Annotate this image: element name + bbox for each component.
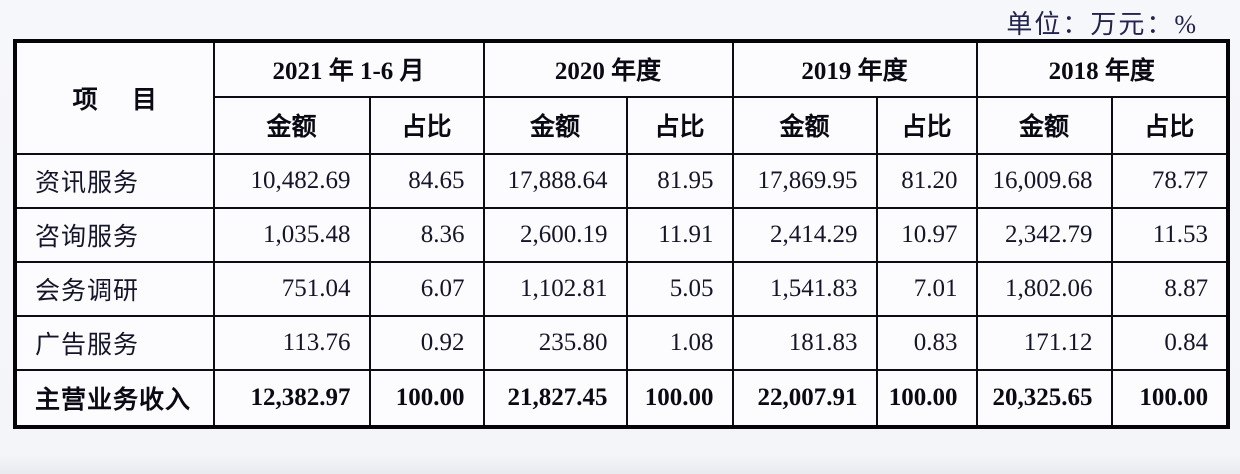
period-header-2019: 2019 年度 (731, 40, 978, 98)
amount-cell: 181.83 (731, 314, 878, 371)
table-row-advertising-services: 广告服务 113.76 0.92 235.80 1.08 181.83 0.83… (14, 314, 1229, 371)
table-row-total-main-revenue: 主营业务收入 12,382.97 100.00 21,827.45 100.00… (14, 368, 1229, 428)
amount-cell: 171.12 (975, 314, 1113, 371)
amount-cell: 1,802.06 (975, 260, 1113, 317)
amount-cell: 17,888.64 (482, 152, 628, 209)
amount-cell: 235.80 (482, 314, 628, 371)
ratio-cell: 11.91 (625, 206, 734, 263)
amount-cell: 2,342.79 (975, 206, 1113, 263)
ratio-cell: 8.36 (368, 206, 485, 263)
table-row-consulting-services: 咨询服务 1,035.48 8.36 2,600.19 11.91 2,414.… (14, 206, 1229, 263)
row-label: 广告服务 (14, 314, 215, 371)
ratio-cell: 81.95 (625, 152, 734, 209)
table-row-conference-research: 会务调研 751.04 6.07 1,102.81 5.05 1,541.83 … (14, 260, 1229, 317)
amount-cell: 10,482.69 (212, 152, 371, 209)
ratio-cell: 1.08 (625, 314, 734, 371)
row-label: 主营业务收入 (14, 368, 215, 428)
amount-cell: 20,325.65 (975, 368, 1113, 428)
ratio-cell: 100.00 (1110, 368, 1229, 428)
ratio-cell: 0.92 (368, 314, 485, 371)
amount-cell: 17,869.95 (731, 152, 878, 209)
ratio-cell: 6.07 (368, 260, 485, 317)
ratio-cell: 100.00 (625, 368, 734, 428)
item-column-header: 项 目 (14, 40, 215, 155)
ratio-cell: 81.20 (875, 152, 978, 209)
amount-cell: 1,035.48 (212, 206, 371, 263)
header-row-subcolumns: 金额 占比 金额 占比 金额 占比 金额 占比 (16, 95, 1229, 155)
amount-cell: 2,600.19 (482, 206, 628, 263)
amount-header-2019: 金额 (731, 95, 878, 155)
ratio-cell: 84.65 (368, 152, 485, 209)
amount-cell: 1,541.83 (731, 260, 878, 317)
amount-header-2021: 金额 (212, 95, 371, 155)
ratio-cell: 0.84 (1110, 314, 1229, 371)
amount-cell: 12,382.97 (212, 368, 371, 428)
table-row-information-services: 资讯服务 10,482.69 84.65 17,888.64 81.95 17,… (14, 152, 1229, 209)
ratio-cell: 78.77 (1110, 152, 1229, 209)
ratio-header-2020: 占比 (625, 95, 734, 155)
ratio-cell: 100.00 (368, 368, 485, 428)
period-header-2018: 2018 年度 (975, 40, 1229, 98)
amount-cell: 1,102.81 (482, 260, 628, 317)
ratio-header-2019: 占比 (875, 95, 978, 155)
row-label: 资讯服务 (14, 152, 215, 209)
amount-cell: 22,007.91 (731, 368, 878, 428)
revenue-breakdown-table: 项 目 2021 年 1-6 月 2020 年度 2019 年度 2018 年度… (14, 40, 1230, 428)
ratio-cell: 0.83 (875, 314, 978, 371)
amount-cell: 751.04 (212, 260, 371, 317)
ratio-cell: 100.00 (875, 368, 978, 428)
amount-header-2018: 金额 (975, 95, 1113, 155)
amount-cell: 16,009.68 (975, 152, 1113, 209)
row-label: 咨询服务 (14, 206, 215, 263)
amount-header-2020: 金额 (482, 95, 628, 155)
period-header-2021: 2021 年 1-6 月 (212, 40, 485, 98)
ratio-header-2018: 占比 (1110, 95, 1229, 155)
ratio-cell: 10.97 (875, 206, 978, 263)
amount-cell: 21,827.45 (482, 368, 628, 428)
period-header-2020: 2020 年度 (482, 40, 734, 98)
ratio-cell: 8.87 (1110, 260, 1229, 317)
amount-cell: 113.76 (212, 314, 371, 371)
ratio-header-2021: 占比 (368, 95, 485, 155)
ratio-cell: 5.05 (625, 260, 734, 317)
unit-label: 单位：万元：% (1006, 10, 1198, 39)
header-row-periods: 项 目 2021 年 1-6 月 2020 年度 2019 年度 2018 年度 (14, 40, 1229, 155)
ratio-cell: 7.01 (875, 260, 978, 317)
amount-cell: 2,414.29 (731, 206, 878, 263)
ratio-cell: 11.53 (1110, 206, 1229, 263)
row-label: 会务调研 (14, 260, 215, 317)
